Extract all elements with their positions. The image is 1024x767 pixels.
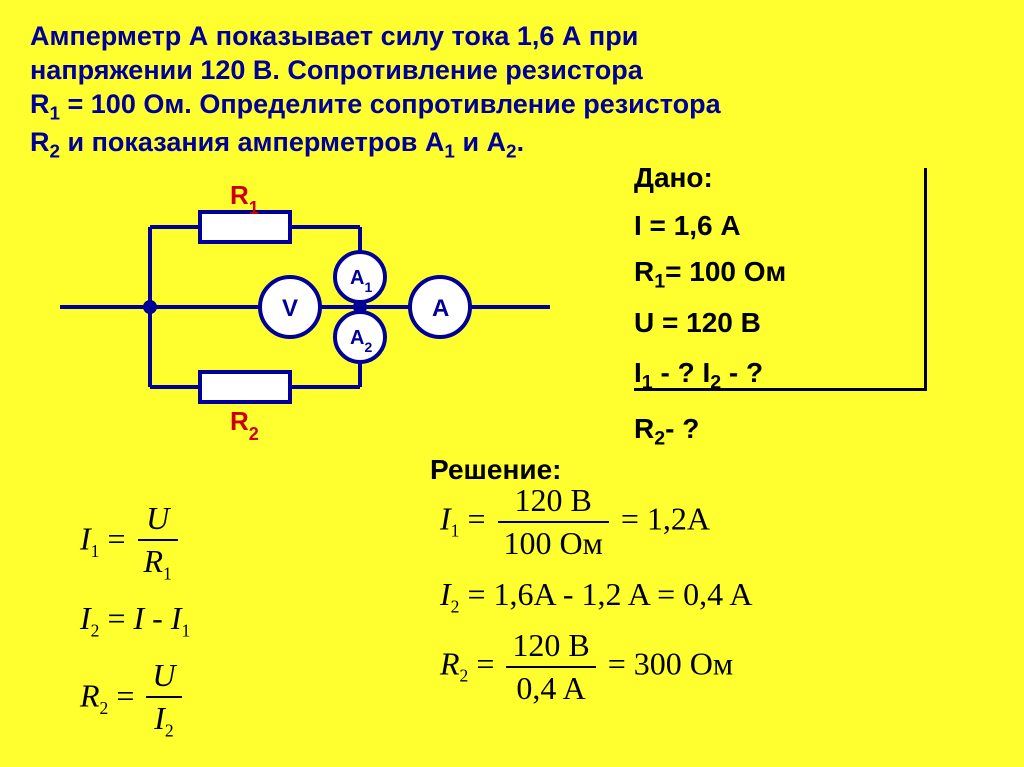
given-block: Дано: I = 1,6 А R1= 100 Ом U = 120 В I1 … <box>634 162 974 451</box>
label-a: A <box>432 295 449 322</box>
formula-row: I2 = 1,6A - 1,2 A = 0,4 A <box>440 576 752 617</box>
given-title: Дано: <box>634 162 974 194</box>
given-line: R1= 100 Ом <box>634 256 974 294</box>
divider-vertical <box>924 168 927 388</box>
circuit-diagram: R1 R2 A1 A2 V A <box>50 172 570 442</box>
problem-line: R1 = 100 Ом. Определите сопротивление ре… <box>30 89 721 119</box>
problem-statement: Амперметр А показывает силу тока 1,6 А п… <box>30 20 994 164</box>
given-line: U = 120 В <box>634 307 974 339</box>
problem-line: Амперметр А показывает силу тока 1,6 А п… <box>30 21 638 51</box>
label-v: V <box>282 295 298 322</box>
formula-row: I1 = UR1 <box>80 500 190 584</box>
content-area: R1 R2 A1 A2 V A Дано: I = 1,6 А R1= 100 … <box>30 172 994 732</box>
formula-row: R2 = UI2 <box>80 657 190 741</box>
find-line: R2- ? <box>634 413 974 451</box>
problem-line: R2 и показания амперметров А1 и А2. <box>30 127 524 157</box>
label-r2: R2 <box>230 406 259 442</box>
formula-row: I2 = I - I1 <box>80 600 190 641</box>
given-line: I = 1,6 А <box>634 210 974 242</box>
formula-row: I1 = 120 В100 Ом = 1,2A <box>440 482 752 562</box>
formula-row: R2 = 120 В0,4 A = 300 Ом <box>440 627 752 707</box>
problem-line: напряжении 120 В. Сопротивление резистор… <box>30 55 643 85</box>
formulas-left: I1 = UR1 I2 = I - I1 R2 = UI2 <box>80 500 190 752</box>
formulas-right: I1 = 120 В100 Ом = 1,2A I2 = 1,6A - 1,2 … <box>440 482 752 717</box>
divider-horizontal <box>634 388 927 391</box>
